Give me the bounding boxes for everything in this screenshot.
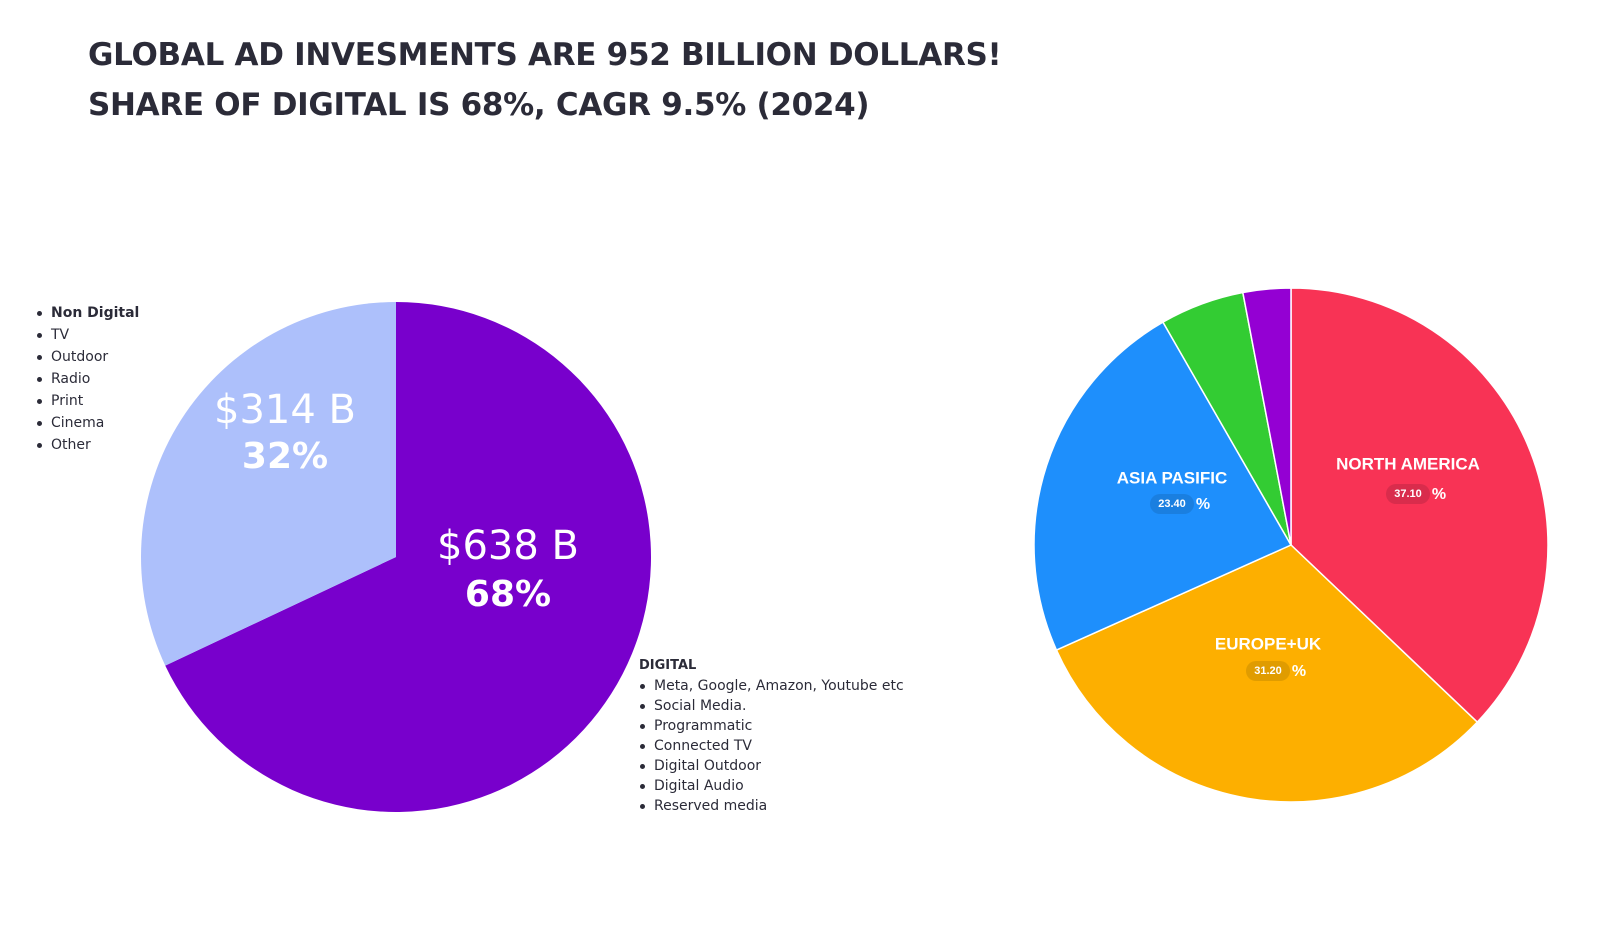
region-percent-value: 31.20 [1254,665,1282,677]
region-name-label: EUROPE+UK [1215,634,1322,653]
region-percent-badge [1150,494,1194,514]
pie-slice-nondigital [141,302,396,666]
pie-slice-percent-label: 32% [242,436,328,477]
region-percent-sign: % [1196,496,1210,513]
digital-list-title: DIGITAL [639,658,697,673]
headline-line-1: GLOBAL AD INVESMENTS ARE 952 BILLION DOL… [88,37,1002,73]
region-percent-value: 37.10 [1394,488,1422,500]
region-percent-badge [1386,484,1430,504]
nondigital-list-item: Cinema [36,412,139,434]
digital-list-item: Programmatic [639,716,904,736]
nondigital-list-item: Print [36,390,139,412]
digital-list-item: Meta, Google, Amazon, Youtube etc [639,676,904,696]
pie-slice-digital [165,302,652,812]
region-percent-badge [1246,661,1290,681]
digital-list-item: Connected TV [639,736,904,756]
region-percent-value: 23.40 [1158,498,1186,510]
region-pie-slice [1241,287,1292,546]
nondigital-list-item: Non Digital [36,302,139,324]
nondigital-list-item: TV [36,324,139,346]
digital-list: Meta, Google, Amazon, Youtube etc Social… [639,676,904,816]
region-name-label: ASIA PASIFIC [1117,468,1228,487]
region-percent-sign: % [1432,486,1446,503]
nondigital-list-item: Other [36,434,139,456]
region-pie-slice [1033,321,1293,652]
nondigital-list-item: Radio [36,368,139,390]
region-name-label: NORTH AMERICA [1336,454,1480,473]
digital-list-item: Digital Audio [639,776,904,796]
pie-slice-value-label: $314 B [214,387,356,433]
region-pie-slice [1290,287,1549,724]
page-title: GLOBAL AD INVESMENTS ARE 952 BILLION DOL… [88,30,1002,130]
region-percent-sign: % [1292,663,1306,680]
pie-slice-value-label: $638 B [437,523,579,569]
pie-slice-percent-label: 68% [465,574,551,615]
headline-line-2: SHARE OF DIGITAL IS 68%, CAGR 9.5% (2024… [88,87,870,123]
digital-list-block: DIGITAL Meta, Google, Amazon, Youtube et… [639,656,904,816]
digital-list-item: Reserved media [639,796,904,816]
nondigital-list: Non Digital TV Outdoor Radio Print Cinem… [36,302,139,456]
nondigital-list-item: Outdoor [36,346,139,368]
digital-list-item: Digital Outdoor [639,756,904,776]
digital-list-item: Social Media. [639,696,904,716]
